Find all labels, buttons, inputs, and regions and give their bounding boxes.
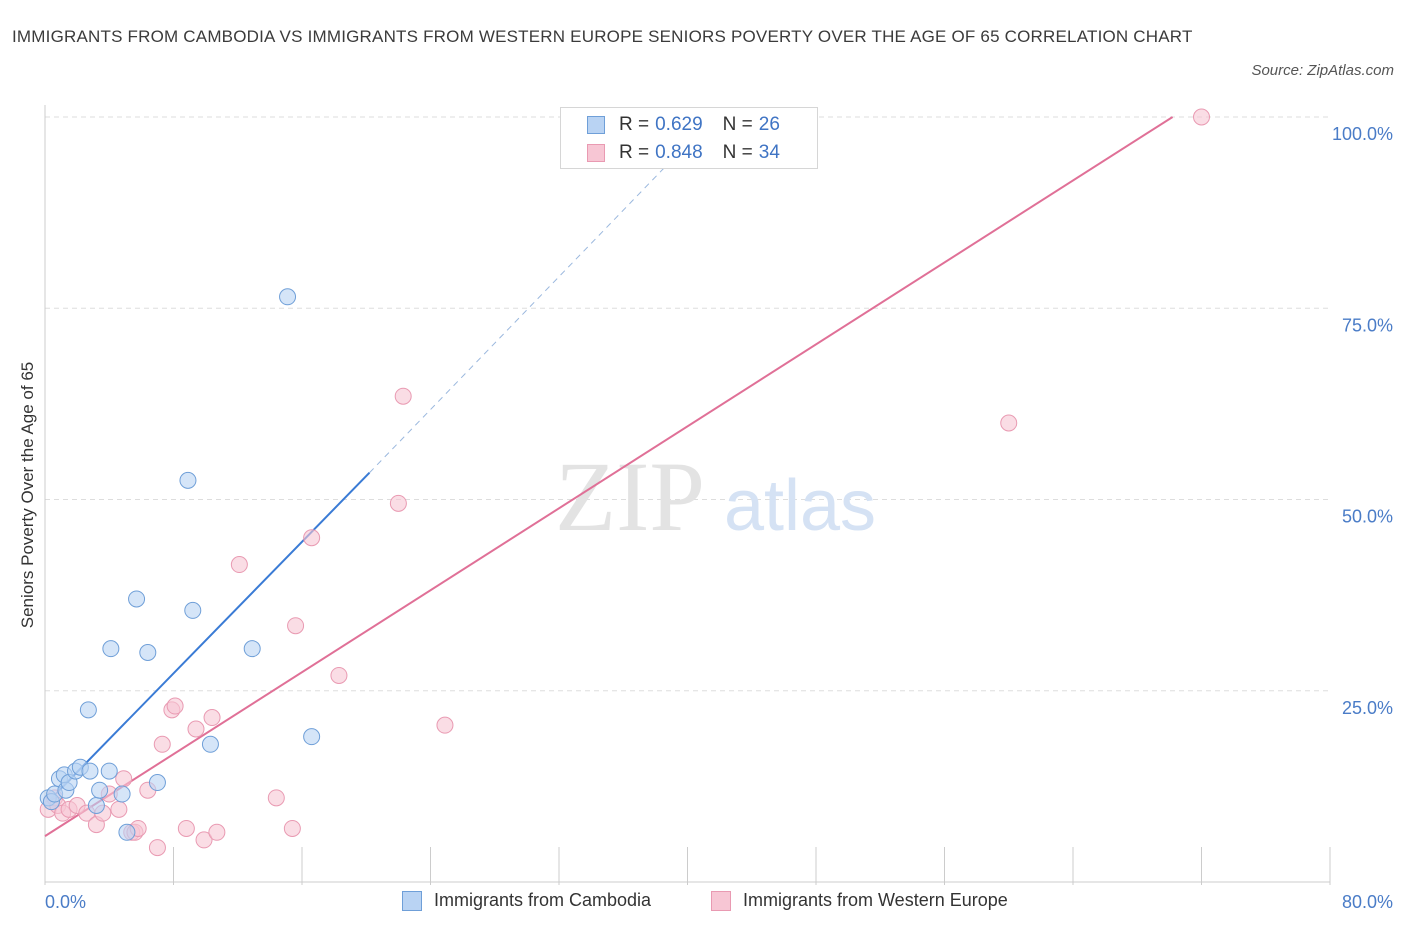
source-label: Source: ZipAtlas.com bbox=[1251, 62, 1394, 79]
point-cambodia bbox=[102, 640, 120, 658]
point-weurope bbox=[1000, 414, 1018, 432]
point-weurope bbox=[208, 823, 226, 841]
series-label: Immigrants from Western Europe bbox=[743, 890, 1008, 910]
point-weurope bbox=[187, 720, 205, 738]
point-cambodia bbox=[279, 288, 297, 306]
point-weurope bbox=[203, 709, 221, 727]
point-cambodia bbox=[139, 644, 157, 661]
x-tick-label: 80.0% bbox=[1342, 892, 1393, 912]
point-cambodia bbox=[243, 640, 261, 658]
legend-n-value: 26 bbox=[758, 114, 780, 135]
point-cambodia bbox=[201, 735, 219, 753]
y-tick-label: 75.0% bbox=[1342, 315, 1393, 335]
point-weurope bbox=[195, 831, 213, 849]
series-legend-item-weurope: Immigrants from Western Europe bbox=[711, 890, 1008, 911]
series-label: Immigrants from Cambodia bbox=[434, 890, 652, 910]
point-cambodia bbox=[113, 785, 131, 803]
stats-legend: R = 0.629 N = 26 R = 0.848 N = 34 bbox=[560, 107, 818, 169]
point-cambodia bbox=[179, 471, 197, 489]
point-weurope bbox=[115, 770, 133, 788]
point-cambodia bbox=[79, 701, 97, 719]
trend-line-weurope bbox=[44, 116, 1174, 837]
trend-lines bbox=[44, 116, 1174, 837]
point-weurope bbox=[153, 735, 171, 753]
trend-line-cambodia bbox=[47, 472, 371, 803]
point-cambodia bbox=[118, 823, 136, 841]
y-tick-label: 50.0% bbox=[1342, 507, 1393, 527]
point-cambodia bbox=[100, 762, 118, 780]
point-cambodia bbox=[81, 762, 99, 780]
point-cambodia bbox=[148, 774, 166, 792]
point-weurope bbox=[177, 819, 195, 837]
point-weurope bbox=[303, 529, 321, 547]
legend-row-cambodia: R = 0.629 N = 26 bbox=[587, 113, 800, 137]
point-weurope bbox=[230, 556, 248, 574]
point-cambodia bbox=[184, 601, 202, 619]
legend-r-value: 0.848 bbox=[655, 142, 703, 163]
legend-r-label: R = bbox=[619, 142, 650, 163]
legend-r-value: 0.629 bbox=[655, 114, 703, 135]
legend-swatch-weurope bbox=[587, 144, 605, 162]
point-cambodia bbox=[87, 797, 105, 814]
y-tick-label: 25.0% bbox=[1342, 698, 1393, 718]
legend-n-value: 34 bbox=[758, 142, 780, 163]
point-weurope bbox=[1193, 108, 1210, 126]
legend-n-label: N = bbox=[722, 114, 753, 135]
y-tick-label: 100.0% bbox=[1332, 124, 1393, 144]
series-legend-item-cambodia: Immigrants from Cambodia bbox=[402, 890, 651, 911]
series-swatch-cambodia bbox=[402, 890, 422, 911]
point-weurope bbox=[267, 789, 285, 807]
legend-n-label: N = bbox=[722, 142, 753, 163]
chart-title: IMMIGRANTS FROM CAMBODIA VS IMMIGRANTS F… bbox=[12, 27, 1193, 46]
watermark-zip: ZIP bbox=[555, 441, 705, 552]
point-weurope bbox=[166, 697, 184, 715]
point-weurope bbox=[389, 494, 407, 512]
point-weurope bbox=[148, 839, 166, 857]
grid-lines bbox=[45, 116, 1330, 692]
point-cambodia bbox=[128, 590, 146, 608]
axes bbox=[44, 105, 1331, 885]
series-legend: Immigrants from Cambodia Immigrants from… bbox=[0, 890, 1406, 916]
legend-row-weurope: R = 0.848 N = 34 bbox=[587, 141, 800, 165]
point-weurope bbox=[287, 617, 305, 635]
point-weurope bbox=[110, 800, 128, 818]
legend-swatch-cambodia bbox=[587, 116, 605, 134]
tick-labels: 25.0% 50.0% 75.0% 100.0% 0.0% 80.0% bbox=[45, 124, 1393, 912]
point-cambodia bbox=[91, 781, 109, 799]
watermark: ZIP atlas bbox=[555, 441, 876, 552]
point-weurope bbox=[283, 819, 301, 837]
watermark-atlas: atlas bbox=[724, 466, 876, 546]
x-tick-label: 0.0% bbox=[45, 892, 86, 912]
point-weurope bbox=[330, 666, 348, 684]
point-cambodia bbox=[303, 728, 321, 746]
legend-r-label: R = bbox=[619, 114, 650, 135]
series-swatch-weurope bbox=[711, 890, 731, 911]
point-weurope bbox=[394, 387, 412, 405]
point-weurope bbox=[436, 716, 454, 734]
